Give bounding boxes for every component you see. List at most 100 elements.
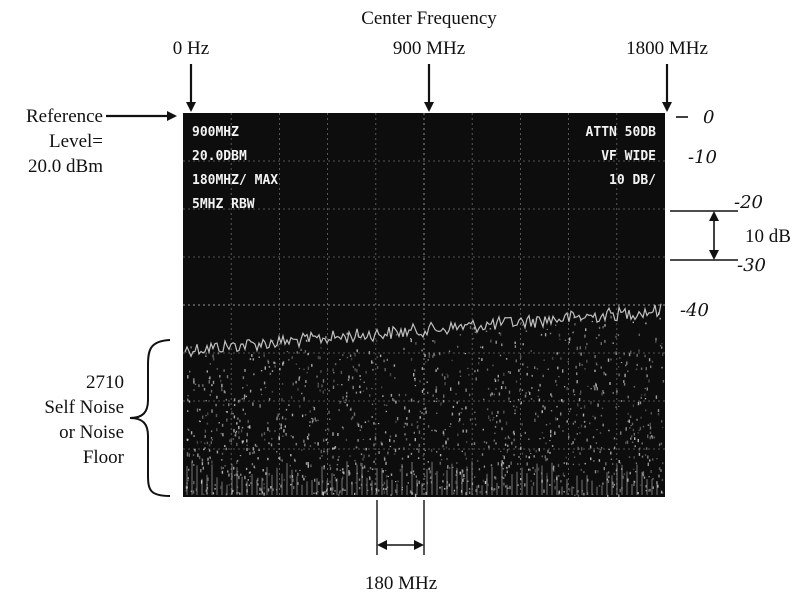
noise-speck <box>617 366 620 368</box>
noise-speck <box>503 455 505 460</box>
noise-speck <box>211 384 213 387</box>
noise-speck <box>263 354 265 358</box>
noise-speck <box>207 461 210 465</box>
noise-speck <box>203 493 205 495</box>
noise-speck <box>484 481 487 484</box>
noise-speck <box>551 445 554 447</box>
reference-label: Reference <box>26 106 103 127</box>
noise-speck <box>339 490 341 493</box>
graticule <box>183 113 665 497</box>
noise-speck <box>189 370 191 373</box>
noise-speck <box>408 409 410 413</box>
noise-speck <box>481 346 484 349</box>
noise-speck <box>525 455 527 458</box>
noise-speck <box>525 330 528 332</box>
noise-speck <box>492 416 495 419</box>
noise-speck <box>249 471 251 474</box>
noise-speck <box>374 482 376 486</box>
noise-speck <box>485 490 487 494</box>
noise-speck <box>627 478 629 482</box>
noise-speck <box>256 445 258 448</box>
noise-speck <box>253 465 255 468</box>
max-value-label: 1800 MHz <box>626 38 708 59</box>
noise-speck <box>427 359 429 361</box>
noise-speck <box>205 414 207 417</box>
noise-speck <box>294 459 296 463</box>
noise-speck <box>232 489 234 492</box>
noise-speck <box>239 492 241 495</box>
noise-speck <box>297 482 299 485</box>
noise-speck <box>435 400 438 402</box>
noise-speck <box>434 472 437 475</box>
noise-speck <box>263 432 266 436</box>
noise-speck <box>638 429 640 431</box>
noise-speck <box>602 326 604 329</box>
noise-speck <box>535 449 537 453</box>
noise-speck <box>348 375 350 379</box>
noise-speck <box>480 346 482 348</box>
noise-speck <box>508 437 511 440</box>
noise-speck <box>645 409 647 412</box>
noise-speck <box>394 377 396 380</box>
noise-speck <box>584 462 586 465</box>
noise-speck <box>233 398 236 402</box>
noise-speck <box>461 408 463 410</box>
noise-speck <box>531 320 533 322</box>
noise-speck <box>545 424 548 426</box>
noise-speck <box>457 443 459 446</box>
noise-speck <box>576 414 578 416</box>
noise-speck <box>467 480 469 483</box>
noise-speck <box>368 454 370 457</box>
noise-speck <box>338 409 340 412</box>
noise-speck <box>221 423 224 427</box>
noise-speck <box>187 477 189 480</box>
noise-speck <box>625 364 627 367</box>
noise-speck <box>576 433 578 435</box>
noise-speck <box>659 317 661 320</box>
noise-speck <box>602 390 604 393</box>
noise-speck <box>462 429 464 433</box>
noise-speck <box>644 393 646 396</box>
noise-speck <box>237 417 239 420</box>
noise-speck <box>427 425 430 428</box>
noise-speck <box>301 474 304 478</box>
noise-speck <box>455 393 457 395</box>
noise-speck <box>451 412 454 416</box>
noise-speck <box>455 474 457 476</box>
noise-speck <box>405 438 408 441</box>
noise-speck <box>436 412 438 415</box>
noise-speck <box>369 438 371 441</box>
noise-speck <box>484 481 487 485</box>
noise-speck <box>226 375 229 379</box>
noise-speck <box>260 370 263 372</box>
noise-speck <box>483 465 486 468</box>
noise-speck <box>407 455 409 458</box>
noise-speck <box>410 452 413 455</box>
noise-speck <box>411 492 414 495</box>
noise-speck <box>572 422 575 425</box>
noise-speck <box>383 404 386 406</box>
noise-speck <box>528 391 530 393</box>
noise-speck <box>532 467 534 469</box>
noise-speck <box>202 384 204 387</box>
noise-speck <box>322 390 324 394</box>
noise-speck <box>271 370 274 373</box>
noise-speck <box>618 460 620 463</box>
noise-speck <box>380 386 383 389</box>
noise-speck <box>642 473 644 475</box>
noise-speck <box>583 492 585 496</box>
noise-speck <box>646 387 648 391</box>
noise-speck <box>245 483 248 486</box>
noise-speck <box>345 438 348 442</box>
noise-speck <box>190 490 193 493</box>
noise-speck <box>318 481 320 486</box>
noise-speck <box>384 431 387 434</box>
noise-speck <box>296 351 298 354</box>
noise-speck <box>203 448 205 451</box>
noise-speck <box>406 473 408 477</box>
noise-speck <box>442 444 444 448</box>
noise-speck <box>576 380 578 384</box>
noise-speck <box>585 346 587 350</box>
reference-level-label: Level= <box>49 131 103 152</box>
noise-speck <box>564 339 567 341</box>
